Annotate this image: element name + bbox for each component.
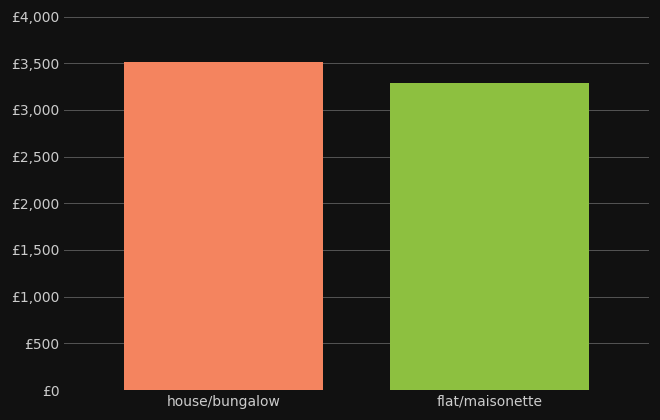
Bar — [124, 62, 323, 390]
Bar — [390, 83, 589, 390]
